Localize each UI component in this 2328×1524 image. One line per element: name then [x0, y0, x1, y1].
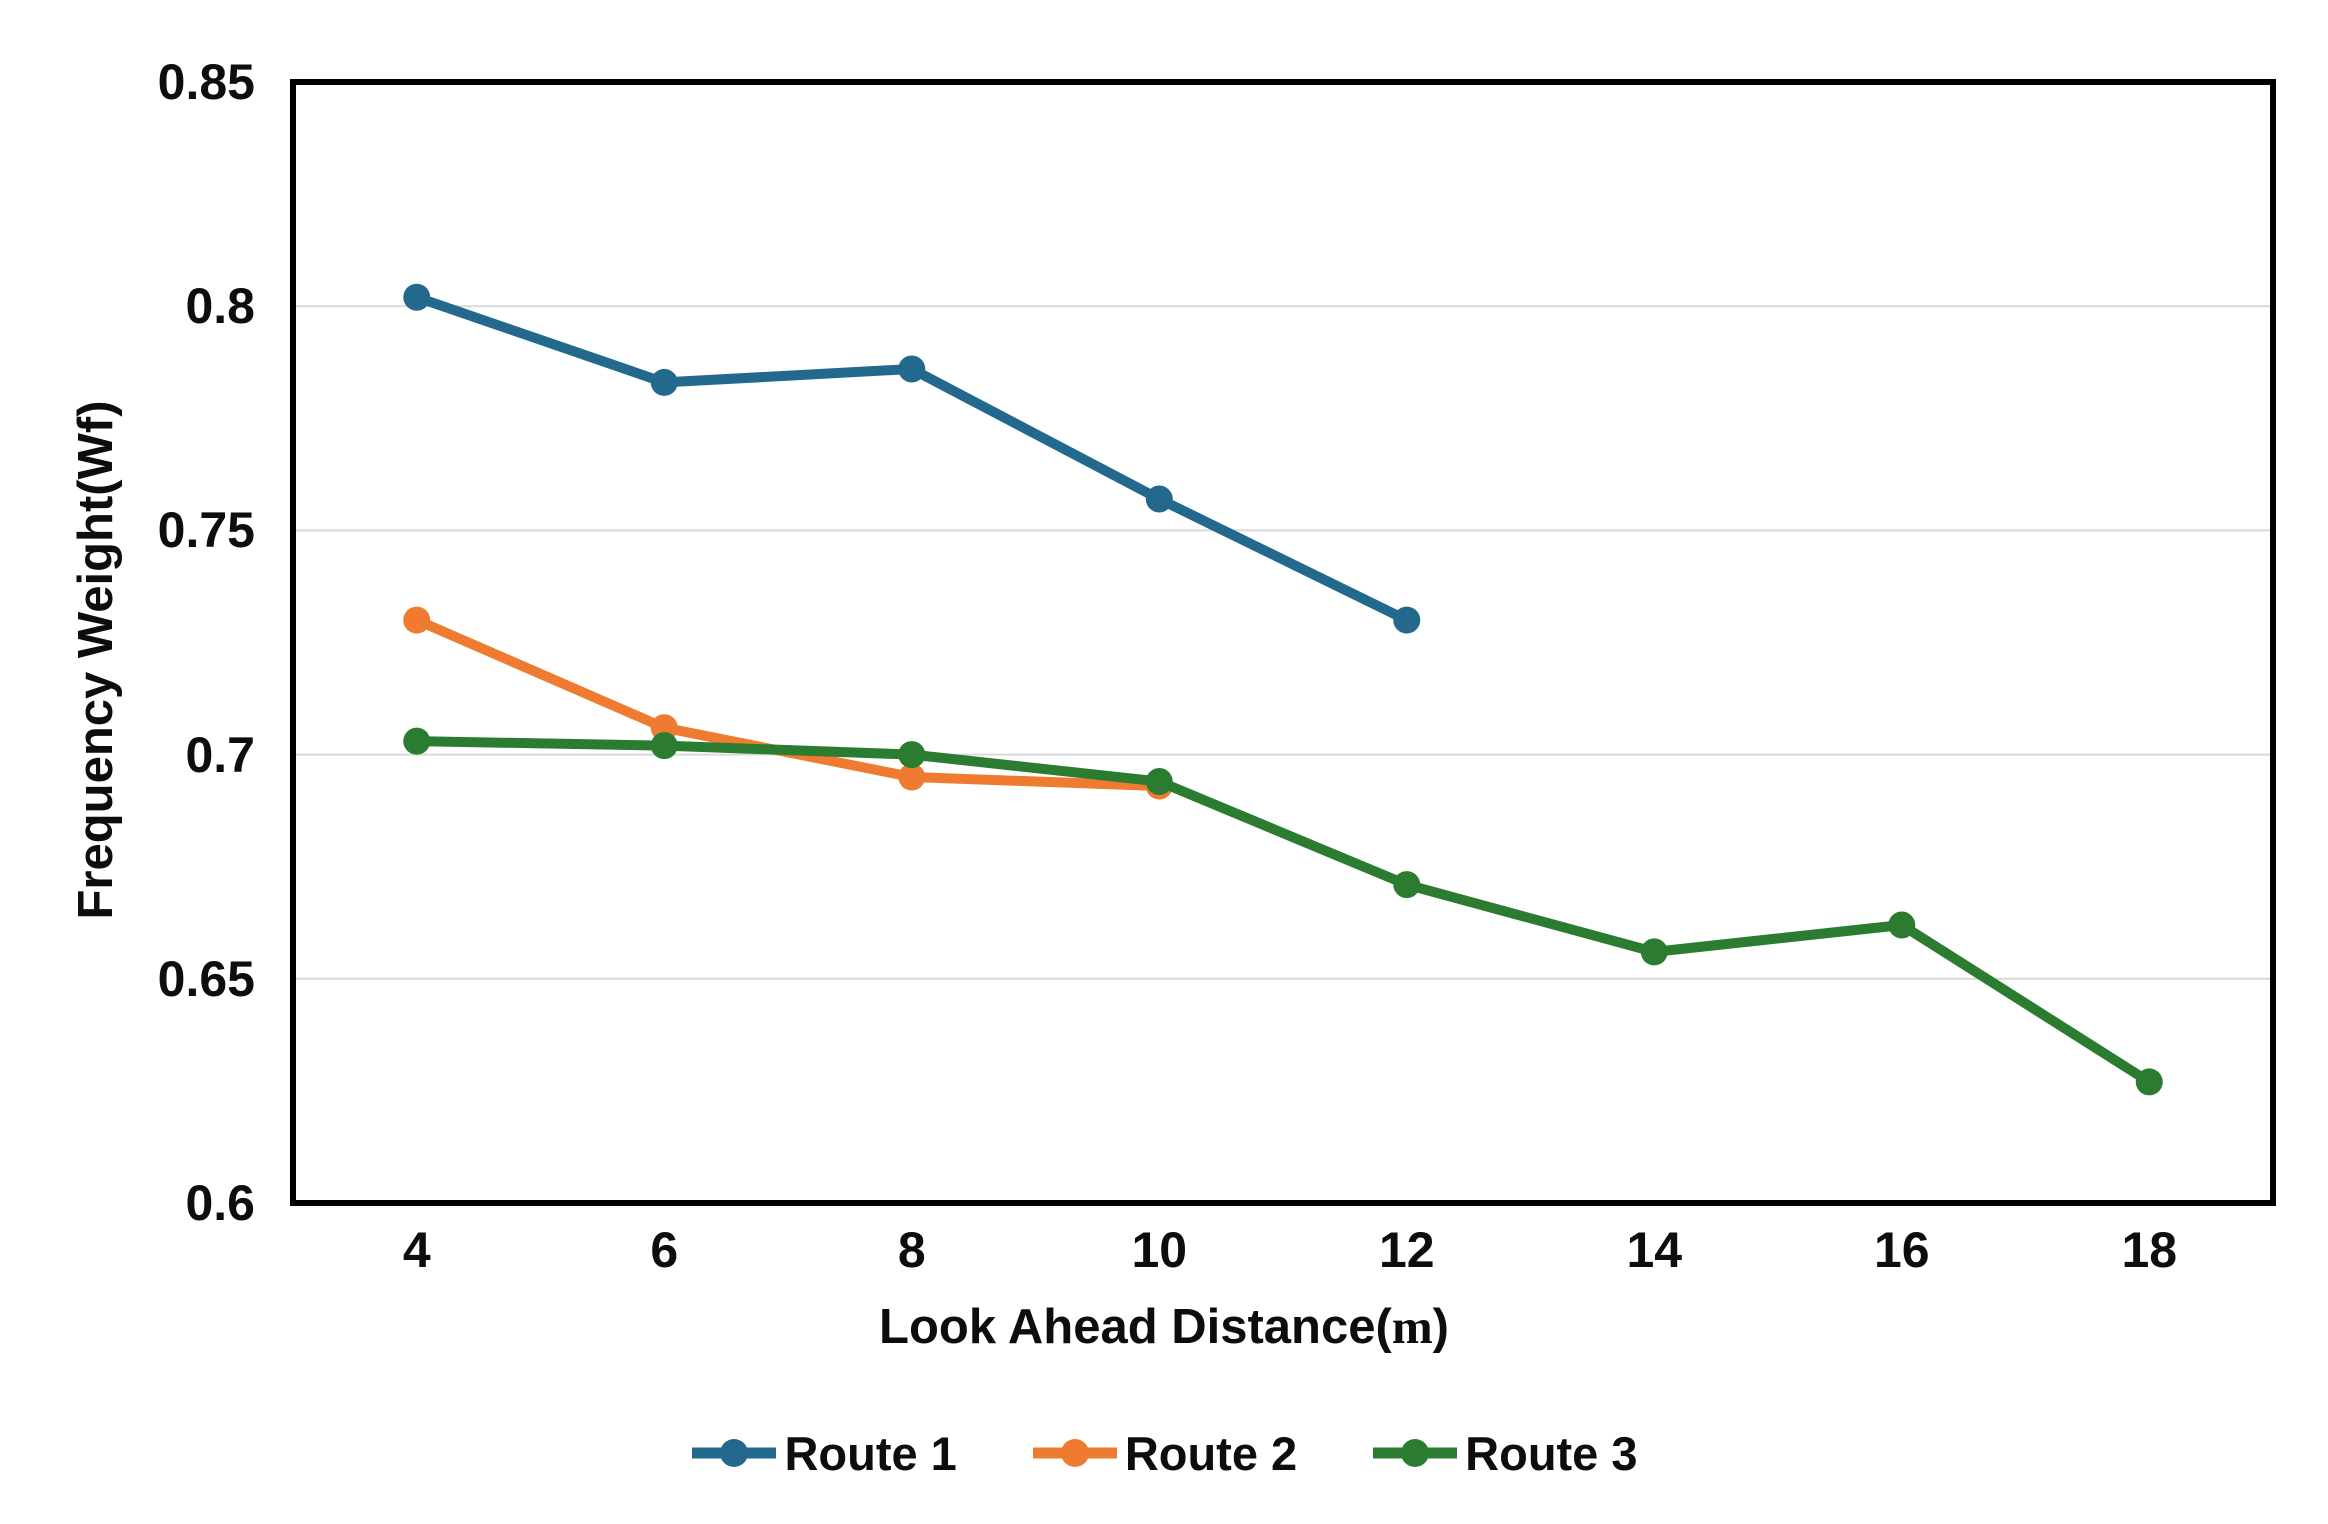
legend-label-route-3: Route 3: [1465, 1426, 1638, 1480]
y-tick-label-0.85: 0.85: [157, 54, 255, 110]
legend-item-route-1: Route 1: [690, 1425, 957, 1481]
data-point-route-3-x6: [650, 732, 678, 760]
x-tick-label-18: 18: [2121, 1222, 2178, 1278]
data-point-route-3-x8: [898, 741, 926, 769]
legend-item-route-2: Route 2: [1031, 1425, 1297, 1481]
x-tick-label-16: 16: [1873, 1222, 1930, 1278]
legend-marker-route-3: [1373, 1439, 1458, 1467]
data-point-route-3-x12: [1393, 871, 1421, 899]
y-tick-label-0.75: 0.75: [157, 502, 255, 559]
data-point-route-3-x18: [2135, 1068, 2163, 1096]
y-tick-label-0.8: 0.8: [185, 278, 255, 335]
y-tick-label-0.65: 0.65: [157, 950, 255, 1007]
legend-label-route-1: Route 1: [784, 1426, 957, 1480]
legend-dot-route-2: [1060, 1439, 1089, 1467]
legend-item-route-3: Route 3: [1371, 1425, 1638, 1481]
plot-border: [290, 79, 2276, 1206]
data-point-route-2-x4: [403, 606, 431, 634]
x-tick-label-8: 8: [897, 1222, 926, 1278]
data-point-route-3-x10: [1145, 768, 1173, 796]
data-point-route-1-x12: [1393, 606, 1421, 634]
x-tick-label-4: 4: [402, 1222, 431, 1278]
legend-marker-route-1: [692, 1439, 777, 1467]
legend-dot-route-1: [720, 1439, 749, 1467]
data-point-route-1-x6: [650, 368, 678, 396]
y-tick-label-0.7: 0.7: [185, 726, 255, 783]
data-point-route-3-x4: [403, 727, 431, 755]
series-line-route-1: [411, 292, 1412, 626]
x-tick-label-12: 12: [1378, 1222, 1435, 1278]
y-axis-title: Frequency Weight(Wf): [68, 400, 124, 919]
series-line-route-2: [411, 615, 1165, 791]
data-point-route-1-x10: [1145, 485, 1173, 513]
data-point-route-3-x14: [1640, 938, 1668, 966]
data-point-route-3-x16: [1888, 911, 1916, 939]
legend-dot-route-3: [1401, 1439, 1430, 1467]
legend-label-route-2: Route 2: [1124, 1426, 1298, 1480]
y-tick-label-0.6: 0.6: [185, 1175, 255, 1231]
data-point-route-1-x4: [403, 283, 431, 311]
legend-marker-route-2: [1032, 1439, 1117, 1467]
series-line-route-3: [411, 736, 2155, 1087]
x-axis-title-close-paren: ): [1432, 1300, 1449, 1354]
x-tick-label-10: 10: [1131, 1222, 1188, 1278]
data-point-route-2-x8: [898, 763, 926, 791]
y-axis-title-text: Frequency Weight(Wf): [69, 400, 123, 920]
x-tick-label-14: 14: [1626, 1222, 1683, 1278]
x-axis-title-text: Look Ahead Distance(: [879, 1300, 1392, 1354]
data-point-route-1-x8: [898, 355, 926, 383]
x-axis-title-unit: m: [1391, 1299, 1433, 1354]
legend: Route 1 Route 2 Route 3: [0, 1408, 2328, 1498]
x-axis-title: Look Ahead Distance(m): [0, 1298, 2328, 1355]
x-tick-label-6: 6: [650, 1222, 679, 1278]
